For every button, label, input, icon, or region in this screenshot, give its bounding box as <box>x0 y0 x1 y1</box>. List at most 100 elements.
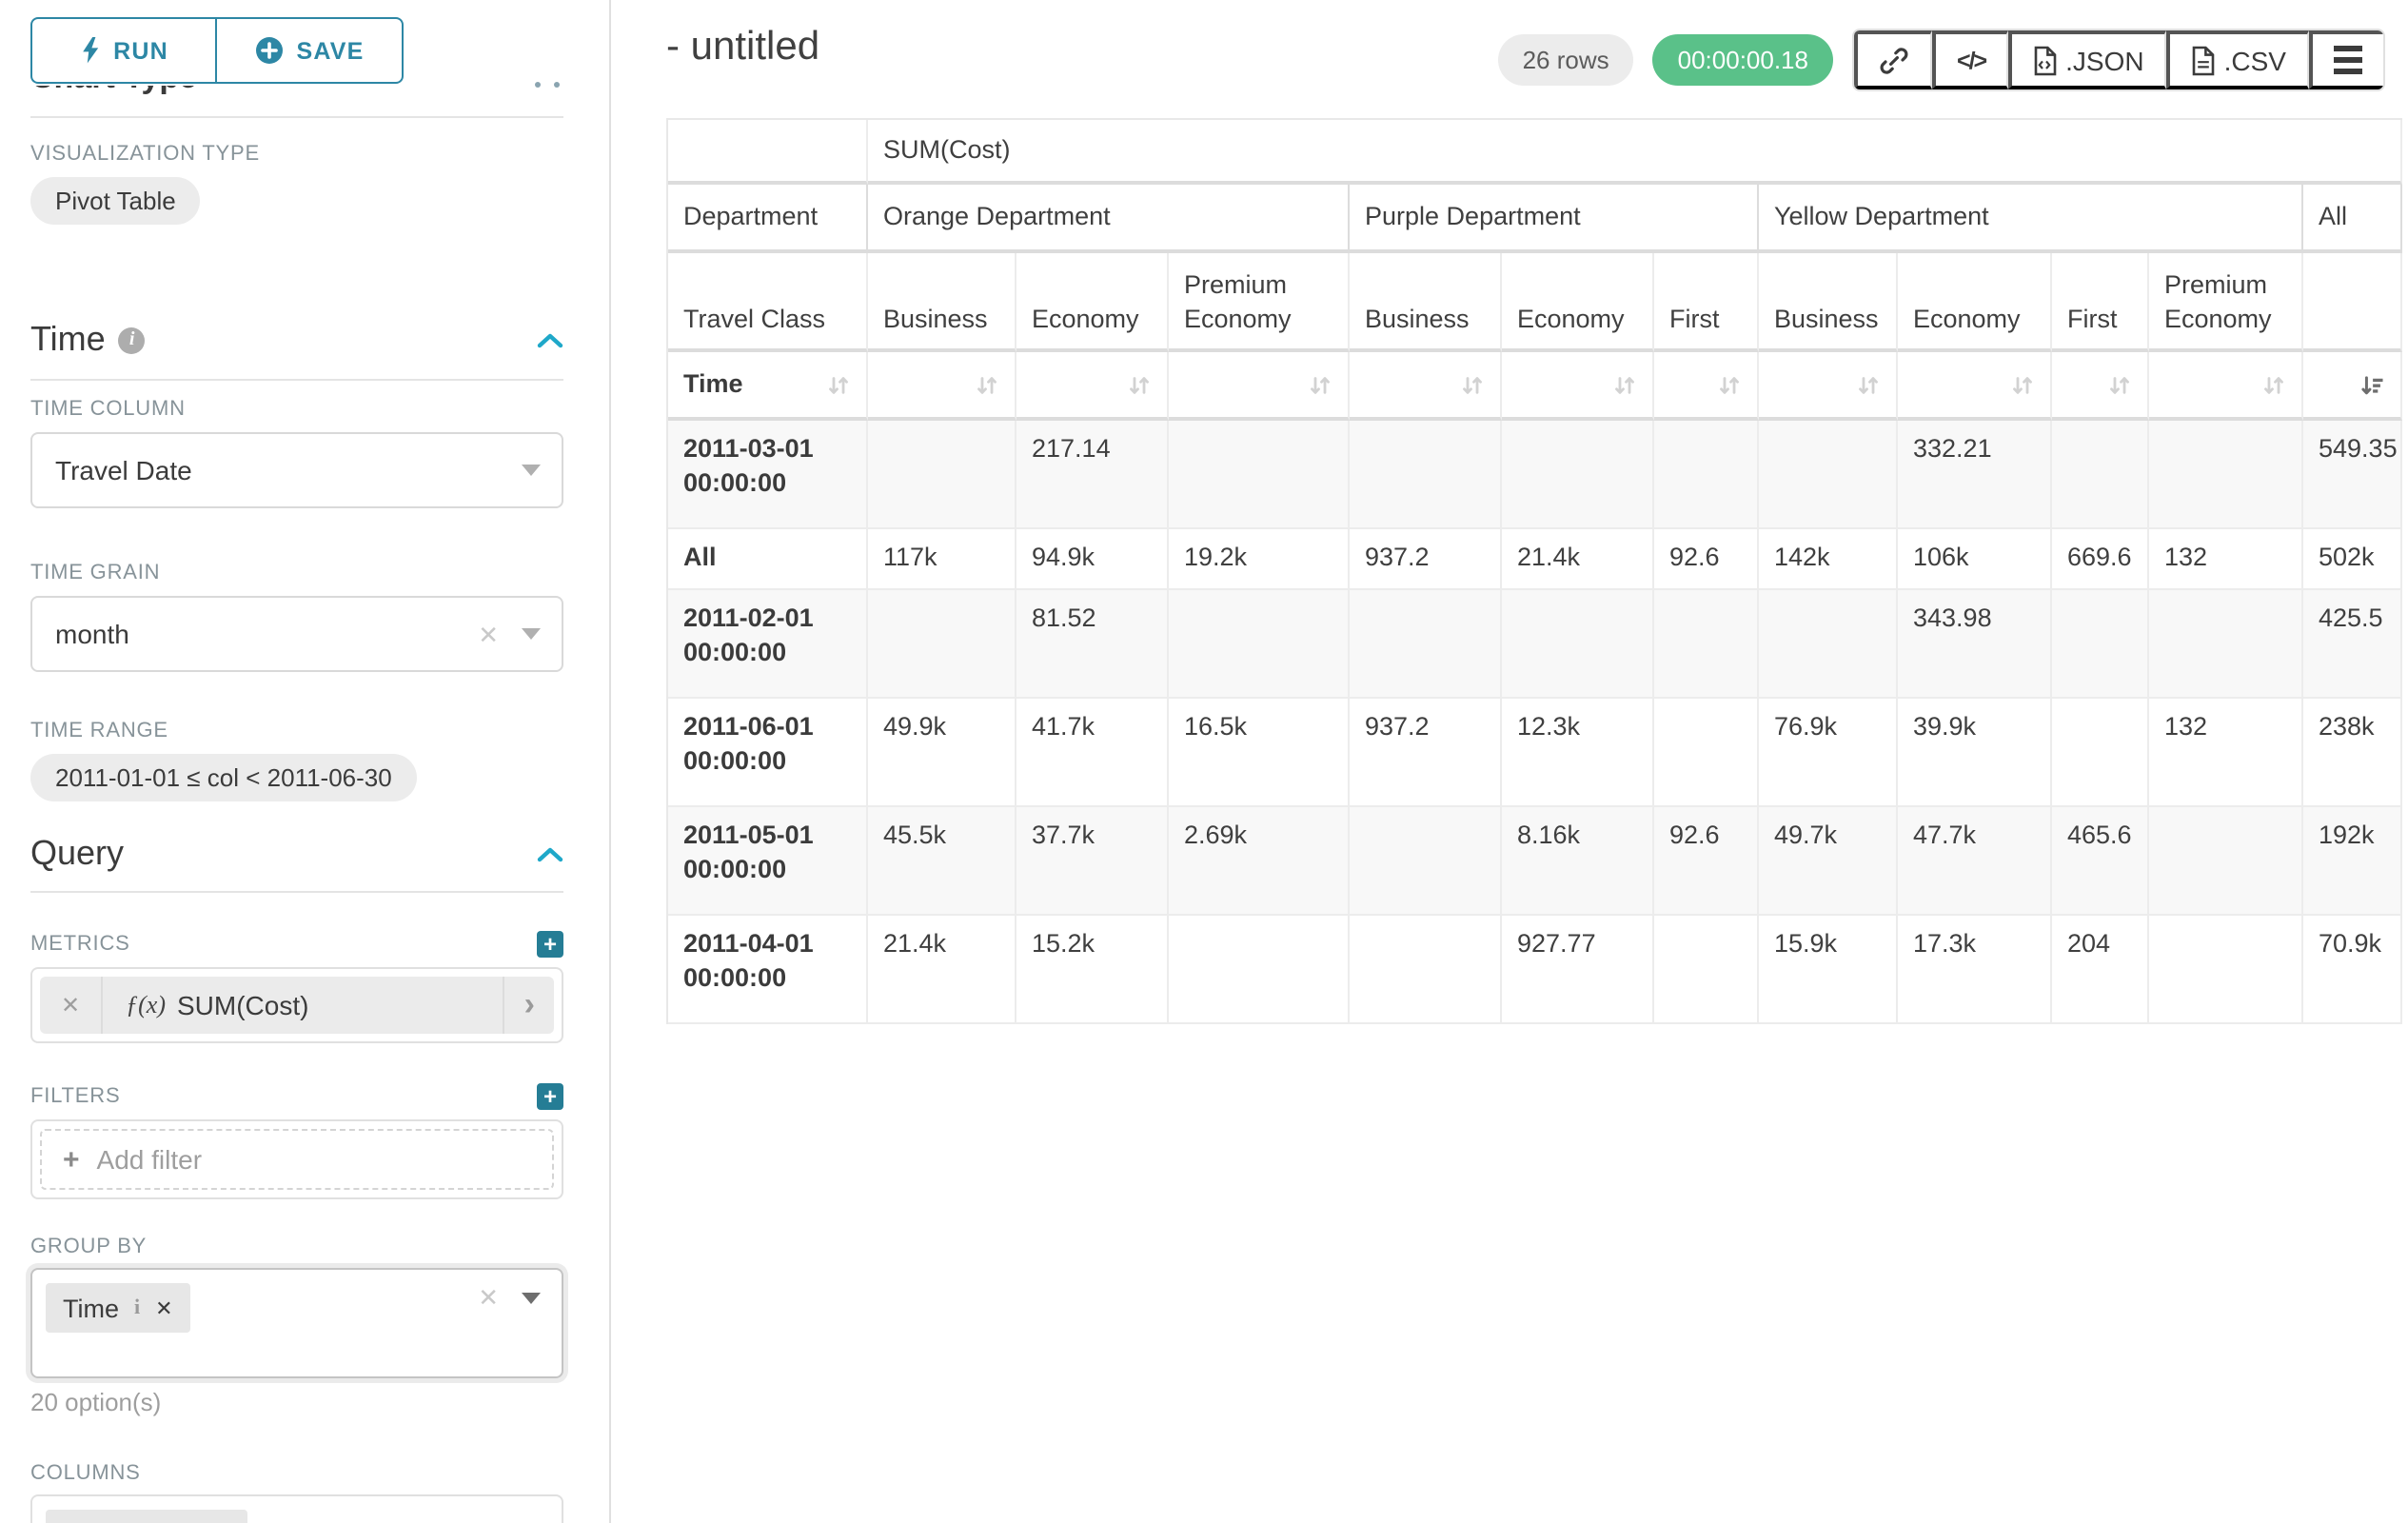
value-cell: 49.9k <box>868 699 1016 807</box>
sort-column-cell[interactable] <box>1898 352 2052 421</box>
sort-icon[interactable] <box>826 372 851 397</box>
value-cell: 192k <box>2303 807 2403 916</box>
value-cell: 17.3k <box>1898 916 2052 1024</box>
query-section-header: Query <box>30 834 563 874</box>
sort-icon[interactable] <box>2261 373 2286 398</box>
group-by-tag[interactable]: Time i ✕ <box>46 1283 190 1333</box>
time-range-label: TIME RANGE <box>30 720 168 742</box>
value-cell: 132 <box>2149 699 2303 807</box>
value-cell: 332.21 <box>1898 421 2052 529</box>
chevron-right-icon[interactable]: › <box>503 977 554 1034</box>
value-cell <box>1654 590 1759 699</box>
value-cell <box>2052 699 2149 807</box>
value-cell: 41.7k <box>1016 699 1169 807</box>
value-cell <box>1350 916 1502 1024</box>
sort-column-cell[interactable] <box>1350 352 1502 421</box>
value-cell: 92.6 <box>1654 807 1759 916</box>
metric-option[interactable]: ✕ ƒ(x) SUM(Cost) › <box>40 977 554 1034</box>
info-icon[interactable]: i <box>118 326 146 353</box>
value-cell: 927.77 <box>1502 916 1654 1024</box>
sort-column-cell[interactable] <box>1759 352 1898 421</box>
metrics-control: ✕ ƒ(x) SUM(Cost) › <box>30 967 563 1043</box>
add-metric-button[interactable]: + <box>537 931 563 958</box>
export-json-button[interactable]: .JSON <box>2008 30 2167 89</box>
columns-tag[interactable]: Department✕ <box>46 1510 247 1523</box>
value-cell <box>1169 916 1350 1024</box>
more-menu-button[interactable] <box>2309 30 2383 89</box>
chevron-up-icon[interactable] <box>537 332 563 347</box>
sort-column-cell[interactable] <box>2052 352 2149 421</box>
export-csv-button[interactable]: .CSV <box>2166 30 2309 89</box>
sort-icon[interactable] <box>2107 373 2132 398</box>
value-cell: 19.2k <box>1169 529 1350 590</box>
sort-row-label-cell[interactable]: Time <box>668 352 868 421</box>
value-cell: 217.14 <box>1016 421 1169 529</box>
value-cell: 39.9k <box>1898 699 2052 807</box>
remove-metric-icon[interactable]: ✕ <box>40 977 104 1034</box>
value-cell <box>1169 590 1350 699</box>
sort-column-cell[interactable] <box>1169 352 1350 421</box>
sort-desc-icon[interactable] <box>2359 373 2385 398</box>
time-grain-select[interactable]: month ✕ <box>30 596 563 672</box>
value-cell: 238k <box>2303 699 2403 807</box>
chart-panel: - untitled 26 rows 00:00:00.18 </> .JSON <box>611 0 2408 1523</box>
add-filter-dropzone[interactable]: + Add filter <box>40 1129 554 1190</box>
sort-icon[interactable] <box>1460 373 1485 398</box>
sub-column-header: Economy <box>1016 253 1169 352</box>
chevron-down-icon <box>522 628 541 640</box>
sub-column-header: Economy <box>1502 253 1654 352</box>
value-cell: 16.5k <box>1169 699 1350 807</box>
chart-type-collapse-caret[interactable] <box>535 82 560 88</box>
subrow-dimension-header: Travel Class <box>668 253 868 352</box>
sort-column-cell[interactable] <box>1016 352 1169 421</box>
clear-icon[interactable]: ✕ <box>478 1283 499 1312</box>
row-header-cell: 2011-06-01 00:00:00 <box>668 699 868 807</box>
sub-column-row: Travel Class Business Economy Premium Econo… <box>668 253 2403 352</box>
save-button[interactable]: SAVE <box>215 17 404 84</box>
run-button[interactable]: RUN <box>30 17 215 84</box>
value-cell: 21.4k <box>1502 529 1654 590</box>
sub-column-header: First <box>2052 253 2149 352</box>
sort-icon[interactable] <box>1308 373 1332 398</box>
value-cell: 937.2 <box>1350 699 1502 807</box>
sort-column-cell[interactable] <box>1654 352 1759 421</box>
visualization-type-pill[interactable]: Pivot Table <box>30 177 201 225</box>
value-cell: 76.9k <box>1759 699 1898 807</box>
group-by-select[interactable]: Time i ✕ ✕ <box>30 1268 563 1378</box>
value-cell: 15.2k <box>1016 916 1169 1024</box>
columns-select[interactable]: Department✕Travel Class✕ ✕ <box>30 1494 563 1523</box>
sort-icon[interactable] <box>975 373 999 398</box>
sort-column-cell[interactable] <box>2149 352 2303 421</box>
filters-control: + Add filter <box>30 1119 563 1199</box>
info-icon[interactable]: i <box>134 1296 141 1319</box>
time-range-pill[interactable]: 2011-01-01 ≤ col < 2011-06-30 <box>30 754 417 801</box>
value-cell: 343.98 <box>1898 590 2052 699</box>
sort-icon[interactable] <box>1717 373 1742 398</box>
row-count-badge: 26 rows <box>1497 34 1634 86</box>
time-column-select[interactable]: Travel Date <box>30 432 563 508</box>
value-cell <box>2052 590 2149 699</box>
sort-column-cell[interactable] <box>1502 352 1654 421</box>
remove-tag-icon[interactable]: ✕ <box>155 1297 173 1320</box>
clear-icon[interactable]: ✕ <box>478 620 499 648</box>
sort-column-cell[interactable] <box>2303 352 2403 421</box>
sort-icon[interactable] <box>1612 373 1637 398</box>
sort-icon[interactable] <box>1856 373 1881 398</box>
sort-icon[interactable] <box>2010 373 2035 398</box>
sort-column-cell[interactable] <box>868 352 1016 421</box>
sort-icon[interactable] <box>1127 373 1152 398</box>
chevron-up-icon[interactable] <box>537 846 563 861</box>
value-cell <box>1654 421 1759 529</box>
value-cell <box>1350 590 1502 699</box>
add-filter-button[interactable]: + <box>537 1083 563 1110</box>
value-cell <box>868 590 1016 699</box>
value-cell: 117k <box>868 529 1016 590</box>
embed-code-button[interactable]: </> <box>1932 30 2009 89</box>
copy-link-button[interactable] <box>1854 30 1932 89</box>
section-divider <box>30 379 563 381</box>
value-cell <box>1502 421 1654 529</box>
chart-title[interactable]: - untitled <box>666 25 820 69</box>
visualization-type-label: VISUALIZATION TYPE <box>30 143 260 166</box>
sub-column-header: Business <box>868 253 1016 352</box>
